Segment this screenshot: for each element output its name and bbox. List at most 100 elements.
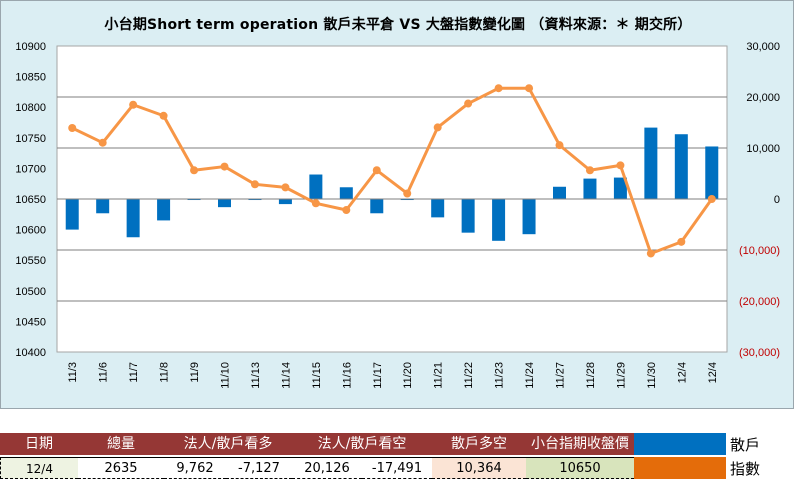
x-tick-label: 11/9 bbox=[189, 362, 201, 383]
x-tick-label: 11/8 bbox=[159, 362, 171, 383]
bar bbox=[157, 199, 171, 221]
right-tick-label: 0 bbox=[774, 194, 780, 206]
index-point bbox=[342, 206, 351, 215]
cell-short-retail: -17,491 bbox=[362, 457, 432, 479]
bar bbox=[492, 199, 506, 241]
header-retail-net: 散戶多空 bbox=[432, 433, 526, 455]
legend-label-retail: 散戶 bbox=[730, 434, 761, 455]
index-point bbox=[311, 199, 320, 208]
left-tick-label: 10450 bbox=[15, 316, 46, 328]
x-tick-label: 11/30 bbox=[646, 362, 658, 389]
right-tick-label: 30,000 bbox=[746, 41, 780, 53]
right-tick-label: (20,000) bbox=[739, 296, 780, 308]
x-tick-label: 11/3 bbox=[67, 362, 79, 383]
cell-long-inst: 9,762 bbox=[164, 457, 226, 479]
index-point bbox=[220, 162, 229, 171]
bar bbox=[187, 199, 201, 201]
legend-swatch-index bbox=[634, 457, 726, 479]
cell-short-inst: 20,126 bbox=[292, 457, 362, 479]
legend-swatch-retail bbox=[634, 433, 726, 455]
index-point bbox=[433, 123, 442, 132]
index-point bbox=[98, 138, 107, 147]
bar bbox=[461, 199, 475, 233]
legend-label-index: 指數 bbox=[730, 458, 761, 479]
right-tick-label: (10,000) bbox=[739, 245, 780, 257]
index-point bbox=[403, 189, 412, 198]
cell-long-retail: -7,127 bbox=[226, 457, 292, 479]
index-point bbox=[129, 100, 138, 109]
bar bbox=[339, 187, 353, 199]
bar bbox=[248, 199, 262, 201]
x-tick-label: 11/23 bbox=[494, 362, 506, 389]
right-tick-label: 10,000 bbox=[746, 143, 780, 155]
x-tick-label: 11/14 bbox=[280, 362, 292, 389]
header-date: 日期 bbox=[0, 433, 78, 455]
left-tick-label: 10400 bbox=[15, 347, 46, 359]
index-point bbox=[68, 124, 77, 133]
bar bbox=[278, 199, 292, 205]
bar bbox=[126, 199, 140, 238]
x-tick-label: 11/6 bbox=[98, 362, 110, 383]
index-point bbox=[250, 180, 259, 189]
x-tick-label: 11/10 bbox=[220, 362, 232, 389]
header-close-price: 小台指期收盤價 bbox=[526, 433, 634, 455]
left-tick-label: 10500 bbox=[15, 286, 46, 298]
index-point bbox=[464, 99, 473, 108]
index-point bbox=[281, 183, 290, 192]
index-point bbox=[525, 84, 534, 93]
index-point bbox=[190, 166, 199, 175]
left-tick-label: 10700 bbox=[15, 163, 46, 175]
index-point bbox=[555, 141, 564, 150]
index-point bbox=[159, 111, 168, 120]
bar bbox=[431, 199, 445, 218]
cell-retail-net: 10,364 bbox=[432, 457, 526, 479]
header-long: 法人/散戶看多 bbox=[164, 433, 292, 455]
header-volume: 總量 bbox=[78, 433, 164, 455]
bar bbox=[400, 199, 414, 201]
index-point bbox=[707, 195, 716, 203]
right-tick-label: (30,000) bbox=[739, 347, 780, 359]
x-tick-label: 11/24 bbox=[524, 362, 536, 389]
index-point bbox=[372, 166, 381, 175]
x-tick-label: 11/7 bbox=[128, 362, 140, 383]
bar bbox=[553, 186, 566, 199]
cell-close-price: 10650 bbox=[526, 457, 634, 479]
left-tick-label: 10600 bbox=[15, 225, 46, 237]
index-point bbox=[585, 166, 594, 175]
cell-volume: 2635 bbox=[78, 457, 164, 479]
combo-chart: 10900 10850 10800 10750 10700 10650 10600 10550… bbox=[15, 41, 780, 389]
left-tick-label: 10550 bbox=[15, 255, 46, 267]
index-point bbox=[616, 161, 625, 170]
left-tick-label: 10650 bbox=[15, 194, 46, 206]
x-tick-label: 11/29 bbox=[615, 362, 627, 389]
index-line bbox=[71, 86, 713, 255]
right-tick-label: 20,000 bbox=[746, 92, 780, 104]
bar bbox=[674, 134, 688, 199]
index-point bbox=[494, 84, 503, 93]
index-point bbox=[677, 237, 686, 246]
left-tick-label: 10750 bbox=[15, 133, 46, 145]
x-tick-label: 11/20 bbox=[402, 362, 414, 389]
bar bbox=[218, 199, 231, 208]
x-tick-label: 11/15 bbox=[311, 362, 323, 389]
x-tick-label: 11/17 bbox=[372, 362, 384, 389]
x-tick-label: 11/28 bbox=[585, 362, 597, 389]
bar bbox=[644, 127, 658, 199]
cell-date: 12/4 bbox=[0, 457, 78, 479]
x-tick-label: 12/4 bbox=[676, 362, 688, 383]
x-tick-label: 12/4 bbox=[707, 362, 719, 383]
bar bbox=[705, 146, 719, 199]
left-tick-label: 10800 bbox=[15, 102, 46, 114]
bar bbox=[370, 199, 384, 214]
header-short: 法人/散戶看空 bbox=[292, 433, 432, 455]
chart-title: 小台期Short term operation 散戶未平倉 VS 大盤指數變化圖… bbox=[104, 17, 692, 33]
x-tick-label: 11/27 bbox=[555, 362, 567, 389]
x-tick-label: 11/13 bbox=[250, 362, 262, 389]
left-tick-label: 10850 bbox=[15, 72, 46, 84]
bar bbox=[583, 178, 597, 199]
x-tick-label: 11/22 bbox=[463, 362, 475, 389]
x-tick-label: 11/21 bbox=[433, 362, 445, 389]
x-tick-label: 11/16 bbox=[341, 362, 353, 389]
bar bbox=[65, 199, 79, 230]
left-tick-label: 10900 bbox=[15, 41, 46, 53]
